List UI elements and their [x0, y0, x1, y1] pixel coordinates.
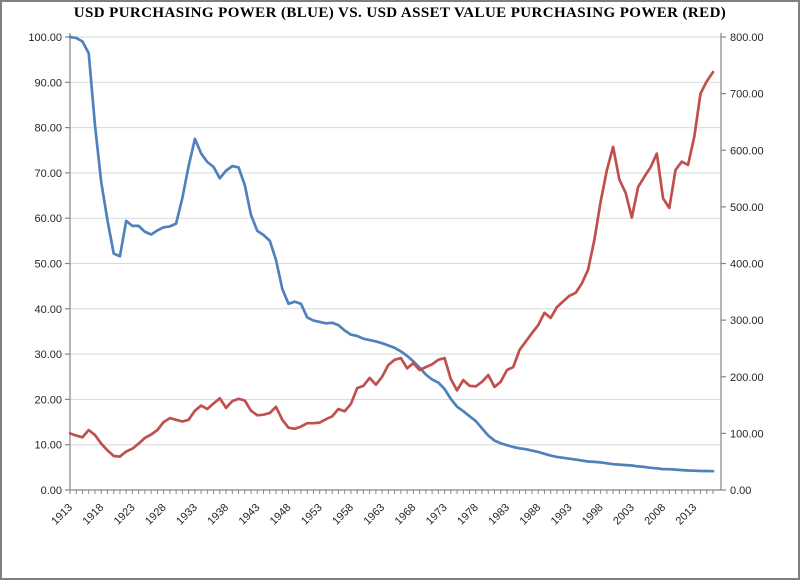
y-axis-left-tick-label: 70.00 — [34, 168, 62, 180]
y-axis-left-tick-label: 20.00 — [34, 394, 62, 406]
y-axis-right-tick-label: 500.00 — [730, 202, 764, 214]
y-axis-right-tick-label: 100.00 — [730, 428, 764, 440]
x-axis-tick-label: 1953 — [299, 502, 325, 528]
x-axis-tick-label: 1988 — [518, 502, 544, 528]
y-axis-right-tick-label: 200.00 — [730, 372, 764, 384]
y-axis-right-tick-label: 600.00 — [730, 145, 764, 157]
y-axis-left-tick-label: 10.00 — [34, 440, 62, 452]
x-axis-tick-label: 1998 — [580, 502, 606, 528]
x-axis-tick-label: 1968 — [393, 502, 419, 528]
x-axis-tick-label: 2003 — [611, 502, 637, 528]
y-axis-left-tick-label: 60.00 — [34, 213, 62, 225]
x-axis-tick-label: 1993 — [549, 502, 575, 528]
y-axis-left-tick-label: 90.00 — [34, 77, 62, 89]
x-axis-tick-label: 1933 — [174, 502, 200, 528]
y-axis-right-tick-label: 800.00 — [730, 32, 764, 44]
x-axis-tick-label: 1928 — [143, 502, 169, 528]
y-axis-left-tick-label: 100.00 — [28, 32, 62, 44]
x-axis-tick-label: 1963 — [361, 502, 387, 528]
series-line-usd-purchasing-power — [68, 35, 715, 473]
x-axis-tick-label: 2013 — [674, 502, 700, 528]
x-axis-tick-label: 1923 — [112, 502, 138, 528]
x-axis-tick-label: 1948 — [268, 502, 294, 528]
x-axis-tick-label: 2008 — [642, 502, 668, 528]
x-axis-tick-label: 1918 — [81, 502, 107, 528]
series-line-usd-asset-value-purchasing-power — [68, 70, 715, 458]
y-axis-left-tick-label: 80.00 — [34, 123, 62, 135]
y-axis-right-tick-label: 0.00 — [730, 485, 751, 497]
y-axis-left-tick-label: 40.00 — [34, 304, 62, 316]
x-axis-tick-label: 1943 — [237, 502, 263, 528]
y-axis-left-tick-label: 30.00 — [34, 349, 62, 361]
x-axis-tick-label: 1978 — [455, 502, 481, 528]
y-axis-right-tick-label: 700.00 — [730, 89, 764, 101]
x-axis-tick-label: 1913 — [49, 502, 75, 528]
y-axis-left-tick-label: 50.00 — [34, 259, 62, 271]
x-axis-tick-label: 1973 — [424, 502, 450, 528]
x-axis-tick-label: 1958 — [330, 502, 356, 528]
y-axis-left-tick-label: 0.00 — [41, 485, 62, 497]
chart-title: USD PURCHASING POWER (BLUE) VS. USD ASSE… — [73, 5, 727, 21]
x-axis-tick-label: 1938 — [205, 502, 231, 528]
y-axis-right-tick-label: 300.00 — [730, 315, 764, 327]
x-axis-tick-label: 1983 — [486, 502, 512, 528]
y-axis-right-tick-label: 400.00 — [730, 259, 764, 271]
